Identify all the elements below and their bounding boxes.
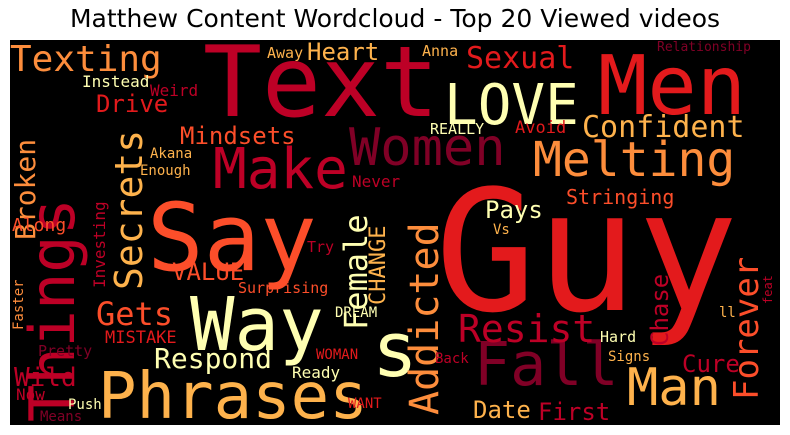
word-way: Way (190, 282, 324, 368)
word-never: Never (352, 172, 401, 191)
word-akana: Akana (150, 146, 193, 162)
word-faster: Faster (11, 279, 27, 330)
word-pretty: Pretty (38, 342, 93, 360)
word-want: WANT (348, 396, 382, 412)
word-ready: Ready (292, 363, 341, 382)
word-say: Say (147, 184, 317, 293)
word-melting: Melting (533, 132, 736, 188)
word-date: Date (473, 396, 531, 424)
word-avoid: Avoid (515, 118, 567, 138)
word-stringing: Stringing (566, 185, 675, 209)
word-enough: Enough (140, 163, 191, 179)
page-title: Matthew Content Wordcloud - Top 20 Viewe… (69, 4, 721, 33)
word-guy: Guy (435, 154, 739, 350)
word-try: Try (307, 238, 335, 256)
word-forever: Forever (727, 256, 767, 400)
word-mindsets: Mindsets (180, 122, 296, 150)
word-ll: ll (719, 305, 736, 321)
word-along: Along (12, 215, 67, 236)
word-instead: Instead (82, 72, 150, 91)
word-texting: Texting (10, 40, 162, 80)
word-phrases: Phrases (98, 360, 368, 425)
word-man: Man (627, 358, 721, 418)
word-investing: Investing (90, 201, 109, 288)
word-confident: Confident (582, 110, 745, 145)
word-cure: Cure (682, 350, 740, 378)
word-chase: Chase (646, 273, 674, 346)
word-respond: Respond (154, 342, 273, 375)
wordcloud-canvas: Guy Text Men Say Way Things Phrases LOVE… (10, 40, 780, 425)
word-make: Make (213, 137, 348, 202)
word-s: s (372, 305, 418, 394)
word-feat: feat (761, 275, 775, 304)
word-really: REALLY (430, 120, 485, 138)
word-wild: Wild (14, 363, 77, 393)
word-woman: WOMAN (316, 347, 359, 363)
word-signs: Signs (608, 349, 651, 365)
word-push: Push (68, 397, 102, 413)
word-change: CHANGE (366, 225, 391, 305)
word-drive: Drive (96, 90, 169, 118)
word-heart: Heart (307, 40, 380, 66)
word-away: Away (267, 44, 304, 62)
word-hard: Hard (600, 328, 637, 346)
word-text: Text (203, 40, 440, 140)
word-weird: Weird (150, 81, 199, 100)
word-pays: Pays (485, 196, 543, 224)
word-vs: Vs (493, 222, 510, 238)
word-addicted: Addicted (402, 222, 448, 415)
word-value: VALUE (172, 258, 245, 286)
word-first: First (538, 398, 611, 425)
word-sexual: Sexual (466, 41, 575, 76)
word-means: Means (40, 409, 83, 425)
word-relationship: Relationship (657, 40, 751, 55)
word-secrets: Secrets (107, 129, 151, 290)
word-back: Back (435, 351, 469, 367)
word-women: Women (349, 118, 506, 178)
word-gets: Gets (96, 295, 174, 333)
word-love: LOVE (444, 73, 579, 138)
word-men: Men (598, 40, 747, 134)
word-now: Now (16, 385, 45, 404)
word-dream: DREAM (335, 305, 378, 321)
word-resist: Resist (458, 307, 596, 351)
word-anna: Anna (422, 42, 459, 60)
word-surprising: Surprising (238, 279, 329, 297)
word-mistake: MISTAKE (105, 328, 177, 348)
word-fall: Fall (474, 330, 619, 400)
